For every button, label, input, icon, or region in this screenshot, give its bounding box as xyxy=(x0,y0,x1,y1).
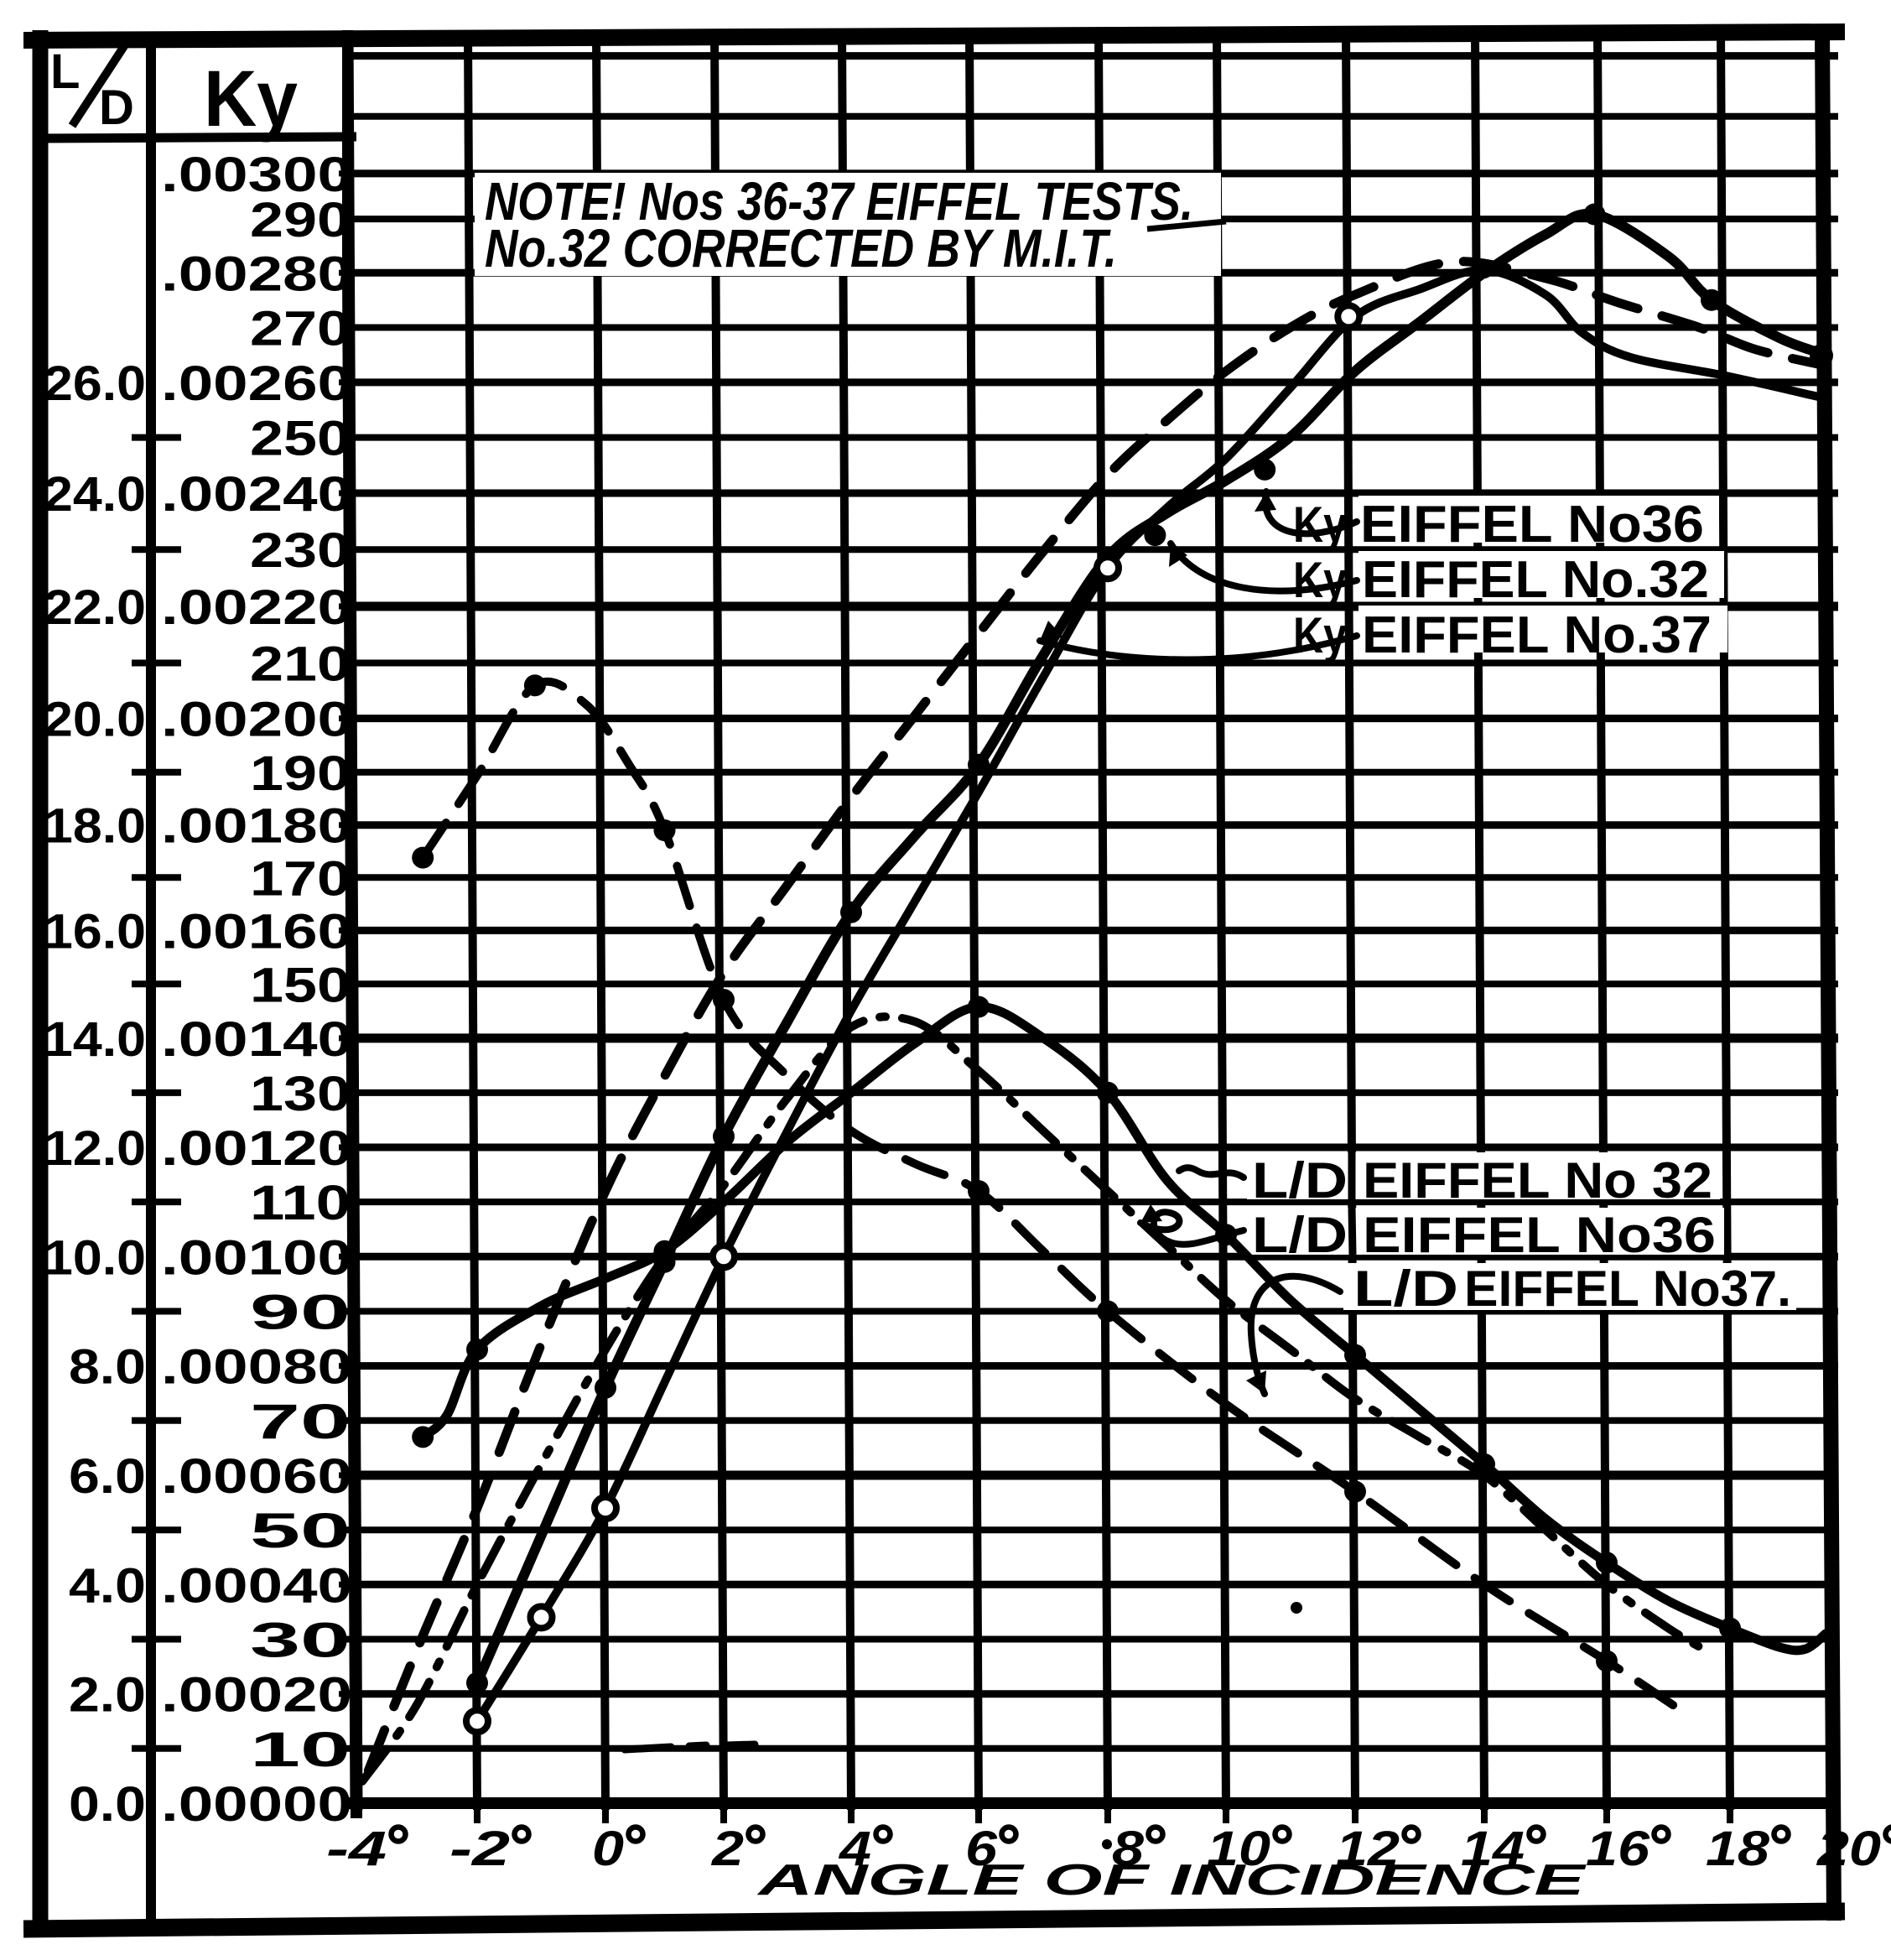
svg-text:.00080: .00080 xyxy=(161,1340,352,1395)
svg-text:D: D xyxy=(99,81,134,135)
svg-text:.00280: .00280 xyxy=(161,247,352,301)
svg-text:-4: -4 xyxy=(326,1822,387,1876)
svg-text:.00120: .00120 xyxy=(161,1121,352,1176)
svg-text:4: 4 xyxy=(839,1822,871,1876)
svg-text:EIFFEL No.37: EIFFEL No.37 xyxy=(1362,606,1712,664)
svg-text:0.0: 0.0 xyxy=(69,1777,146,1832)
svg-text:EIFFEL No 32: EIFFEL No 32 xyxy=(1363,1152,1712,1209)
svg-text:130: 130 xyxy=(250,1067,351,1121)
svg-text:.00180: .00180 xyxy=(161,799,352,854)
svg-text:.00140: .00140 xyxy=(161,1012,352,1067)
svg-text:18.0: 18.0 xyxy=(44,799,146,854)
svg-text:-2: -2 xyxy=(449,1822,510,1876)
svg-text:.00060: .00060 xyxy=(161,1449,352,1504)
svg-text:L/D: L/D xyxy=(1252,1152,1348,1209)
svg-text:2.0: 2.0 xyxy=(69,1668,146,1723)
svg-text:EIFFEL No37.: EIFFEL No37. xyxy=(1464,1261,1791,1317)
svg-text:12: 12 xyxy=(1336,1822,1400,1876)
svg-text:EIFFEL No.32: EIFFEL No.32 xyxy=(1362,551,1709,609)
svg-text:.00200: .00200 xyxy=(161,693,352,747)
svg-text:110: 110 xyxy=(250,1176,351,1230)
svg-text:No.32 CORRECTED BY M.I.T.: No.32 CORRECTED BY M.I.T. xyxy=(485,218,1117,278)
svg-text:.00260: .00260 xyxy=(161,356,352,411)
svg-text:30: 30 xyxy=(250,1614,351,1668)
svg-text:0: 0 xyxy=(592,1822,624,1876)
svg-text:90: 90 xyxy=(250,1286,351,1340)
svg-text:20.0: 20.0 xyxy=(44,693,146,747)
svg-text:12.0: 12.0 xyxy=(44,1121,146,1176)
svg-text:290: 290 xyxy=(250,193,351,247)
svg-text:.00020: .00020 xyxy=(161,1668,352,1723)
svg-text:18: 18 xyxy=(1706,1822,1770,1876)
svg-text:.00000: .00000 xyxy=(161,1777,352,1832)
svg-text:250: 250 xyxy=(250,412,351,466)
svg-text:270: 270 xyxy=(250,302,351,356)
svg-text:.00160: .00160 xyxy=(161,904,352,959)
svg-text:.00100: .00100 xyxy=(161,1230,352,1285)
svg-text:L/D: L/D xyxy=(1353,1261,1458,1317)
svg-text:210: 210 xyxy=(250,637,351,692)
svg-text:.00040: .00040 xyxy=(161,1558,352,1613)
svg-text:EIFFEL No36: EIFFEL No36 xyxy=(1363,1207,1716,1263)
svg-text:.00300: .00300 xyxy=(161,148,352,202)
svg-text:10.0: 10.0 xyxy=(44,1230,146,1285)
svg-text:10: 10 xyxy=(1207,1822,1270,1876)
svg-text:2: 2 xyxy=(711,1822,744,1876)
svg-text:L/D: L/D xyxy=(1252,1207,1348,1263)
svg-text:6.0: 6.0 xyxy=(69,1449,146,1504)
svg-text:Ky: Ky xyxy=(1293,496,1348,553)
svg-text:16.0: 16.0 xyxy=(44,904,146,959)
svg-text:NOTE! Nos 36-37 EIFFEL TESTS.: NOTE! Nos 36-37 EIFFEL TESTS. xyxy=(485,171,1193,231)
svg-text:16: 16 xyxy=(1586,1822,1650,1876)
svg-text:.00220: .00220 xyxy=(161,580,352,635)
svg-text:50: 50 xyxy=(250,1504,351,1558)
svg-text:20: 20 xyxy=(1816,1822,1881,1876)
svg-text:4.0: 4.0 xyxy=(69,1558,146,1613)
svg-text:170: 170 xyxy=(250,851,351,906)
svg-text:L: L xyxy=(50,44,80,99)
svg-text:14: 14 xyxy=(1461,1822,1525,1876)
svg-text:70: 70 xyxy=(250,1395,351,1449)
svg-text:150: 150 xyxy=(250,958,351,1012)
svg-text:8: 8 xyxy=(1112,1822,1145,1876)
svg-text:6: 6 xyxy=(965,1822,998,1876)
svg-text:8.0: 8.0 xyxy=(69,1340,146,1395)
svg-text:24.0: 24.0 xyxy=(44,467,146,522)
svg-text:230: 230 xyxy=(250,523,351,578)
svg-text:26.0: 26.0 xyxy=(44,356,146,411)
svg-text:190: 190 xyxy=(250,746,351,801)
svg-text:22.0: 22.0 xyxy=(44,580,146,635)
svg-text:Ky: Ky xyxy=(1293,552,1348,608)
svg-text:14.0: 14.0 xyxy=(44,1012,146,1067)
svg-text:EIFFEL No36: EIFFEL No36 xyxy=(1360,496,1704,554)
svg-text:Ky: Ky xyxy=(204,55,298,143)
svg-text:10: 10 xyxy=(250,1723,351,1777)
svg-text:ANGLE OF INCIDENCE: ANGLE OF INCIDENCE xyxy=(756,1856,1587,1905)
svg-text:Ky: Ky xyxy=(1293,607,1348,663)
svg-text:.00240: .00240 xyxy=(161,467,352,522)
